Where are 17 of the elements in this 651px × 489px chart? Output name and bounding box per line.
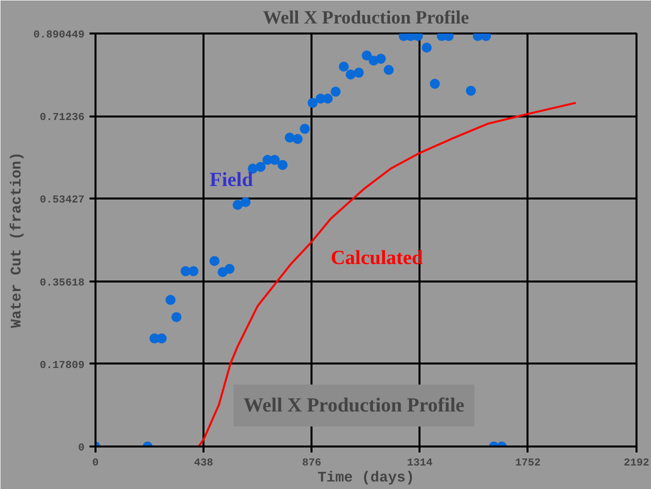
x-tick-label: 0 [92, 458, 99, 470]
y-tick-label: 0 [78, 442, 85, 454]
x-tick-label: 1752 [515, 458, 541, 470]
y-tick-label: 0.35618 [40, 277, 84, 290]
chart-title: Well X Production Profile [262, 8, 470, 28]
y-tick-label: 0.17809 [40, 360, 84, 372]
series-label: Field [210, 168, 254, 191]
x-tick-label: 1314 [407, 458, 434, 470]
x-tick-label: 876 [302, 458, 322, 470]
y-tick-label: 0.53427 [40, 194, 84, 207]
y-tick-label: 0.890449 [33, 30, 85, 42]
x-axis-title: Time (days) [318, 470, 414, 486]
annotation: Well X Production Profile [244, 394, 465, 416]
y-axis-title: Water Cut (fraction) [9, 152, 26, 328]
y-tick-label: 0.71236 [40, 112, 84, 124]
x-tick-label: 438 [194, 458, 214, 470]
x-tick-label: 2192 [624, 458, 650, 470]
